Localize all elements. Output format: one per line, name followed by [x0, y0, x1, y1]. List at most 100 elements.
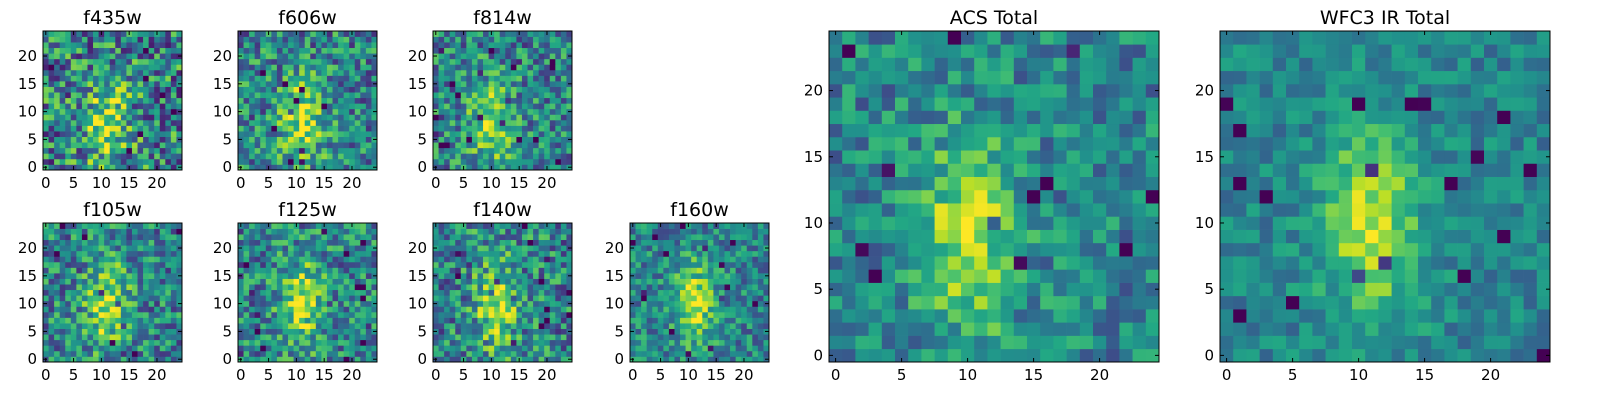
pixel-cell	[560, 103, 567, 110]
pixel-cell	[271, 86, 278, 93]
pixel-cell	[304, 42, 311, 49]
axes-frame	[432, 30, 573, 171]
pixel-cell	[1145, 176, 1160, 191]
pixel-cell	[527, 75, 534, 82]
pixel-cell	[483, 267, 489, 274]
pixel-cell	[652, 289, 659, 296]
pixel-cell	[243, 131, 250, 137]
pixel-cell	[974, 309, 988, 323]
pixel-cell	[652, 339, 659, 346]
pixel-cell	[555, 289, 562, 296]
pixel-cell	[332, 31, 339, 37]
pixel-cell	[538, 86, 545, 93]
pixel-cell	[238, 125, 244, 132]
pixel-cell	[544, 350, 551, 357]
pixel-cell	[148, 108, 155, 115]
pixel-cell	[433, 86, 439, 93]
pixel-cell	[630, 234, 636, 241]
pixel-cell	[165, 81, 172, 87]
pixel-cell	[293, 53, 300, 60]
pixel-cell	[54, 295, 61, 302]
pixel-cell	[668, 245, 675, 252]
pixel-cell	[549, 289, 556, 296]
pixel-cell	[718, 345, 725, 352]
pixel-cell	[54, 147, 61, 154]
pixel-cell	[48, 36, 55, 43]
pixel-cell	[365, 58, 372, 65]
y-tick-label: 5	[417, 322, 427, 340]
pixel-cell	[488, 36, 495, 43]
pixel-cell	[165, 42, 172, 49]
pixel-cell	[154, 64, 161, 71]
pixel-cell	[143, 103, 149, 110]
pixel-cell	[674, 339, 681, 346]
pixel-cell	[143, 328, 149, 335]
pixel-cell	[560, 300, 567, 307]
pixel-cell	[115, 250, 122, 257]
pixel-cell	[934, 295, 949, 310]
pixel-cell	[566, 142, 573, 149]
pixel-cell	[533, 53, 539, 60]
pixel-cell	[757, 295, 764, 302]
pixel-cell	[126, 250, 133, 257]
pixel-cell	[76, 267, 83, 274]
pixel-cell	[59, 136, 66, 143]
pixel-cell	[143, 250, 149, 257]
pixel-cell	[159, 42, 166, 49]
pixel-cell	[1053, 203, 1067, 217]
pixel-cell	[81, 234, 88, 241]
pixel-cell	[538, 256, 545, 263]
pixel-cell	[48, 334, 55, 341]
pixel-cell	[444, 267, 451, 274]
pixel-cell	[1106, 242, 1120, 257]
pixel-cell	[477, 108, 484, 115]
pixel-cell	[365, 108, 372, 115]
pixel-cell	[549, 256, 556, 263]
pixel-cell	[371, 306, 378, 313]
pixel-cell	[652, 306, 659, 313]
pixel-cell	[477, 284, 484, 291]
pixel-cell	[154, 311, 161, 318]
pixel-cell	[137, 356, 144, 363]
pixel-cell	[59, 256, 66, 263]
pixel-cell	[449, 328, 456, 335]
x-tick-label: 5	[69, 366, 79, 384]
pixel-cell	[243, 250, 250, 257]
pixel-cell	[59, 153, 66, 160]
pixel-cell	[527, 119, 534, 126]
pixel-cell	[271, 328, 278, 335]
pixel-cell	[881, 150, 896, 164]
pixel-cell	[741, 295, 748, 302]
pixel-cell	[343, 261, 350, 268]
pixel-cell	[630, 278, 636, 285]
pixel-cell	[1132, 176, 1147, 191]
pixel-cell	[338, 273, 344, 279]
pixel-cell	[170, 328, 177, 335]
pixel-cell	[343, 328, 350, 335]
pixel-cell	[288, 58, 294, 65]
pixel-cell	[641, 311, 648, 318]
pixel-cell	[691, 328, 698, 335]
pixel-cell	[104, 339, 111, 346]
pixel-cell	[908, 150, 922, 164]
pixel-cell	[54, 114, 61, 121]
pixel-cell	[680, 284, 686, 291]
pixel-cell	[510, 97, 517, 104]
pixel-cell	[326, 345, 333, 352]
pixel-cell	[293, 119, 300, 126]
pixel-cell	[702, 250, 709, 257]
pixel-cell	[691, 334, 698, 341]
pixel-cell	[249, 158, 256, 165]
y-tick-label: 10	[213, 295, 232, 313]
pixel-cell	[1145, 295, 1160, 310]
pixel-cell	[70, 284, 77, 291]
pixel-cell	[713, 245, 720, 252]
pixel-cell	[354, 153, 361, 160]
pixel-cell	[741, 350, 748, 357]
pixel-cell	[360, 317, 367, 324]
pixel-cell	[299, 328, 306, 335]
pixel-cell	[499, 323, 506, 329]
pixel-cell	[735, 328, 742, 335]
pixel-cell	[560, 234, 567, 241]
pixel-cell	[538, 158, 545, 165]
